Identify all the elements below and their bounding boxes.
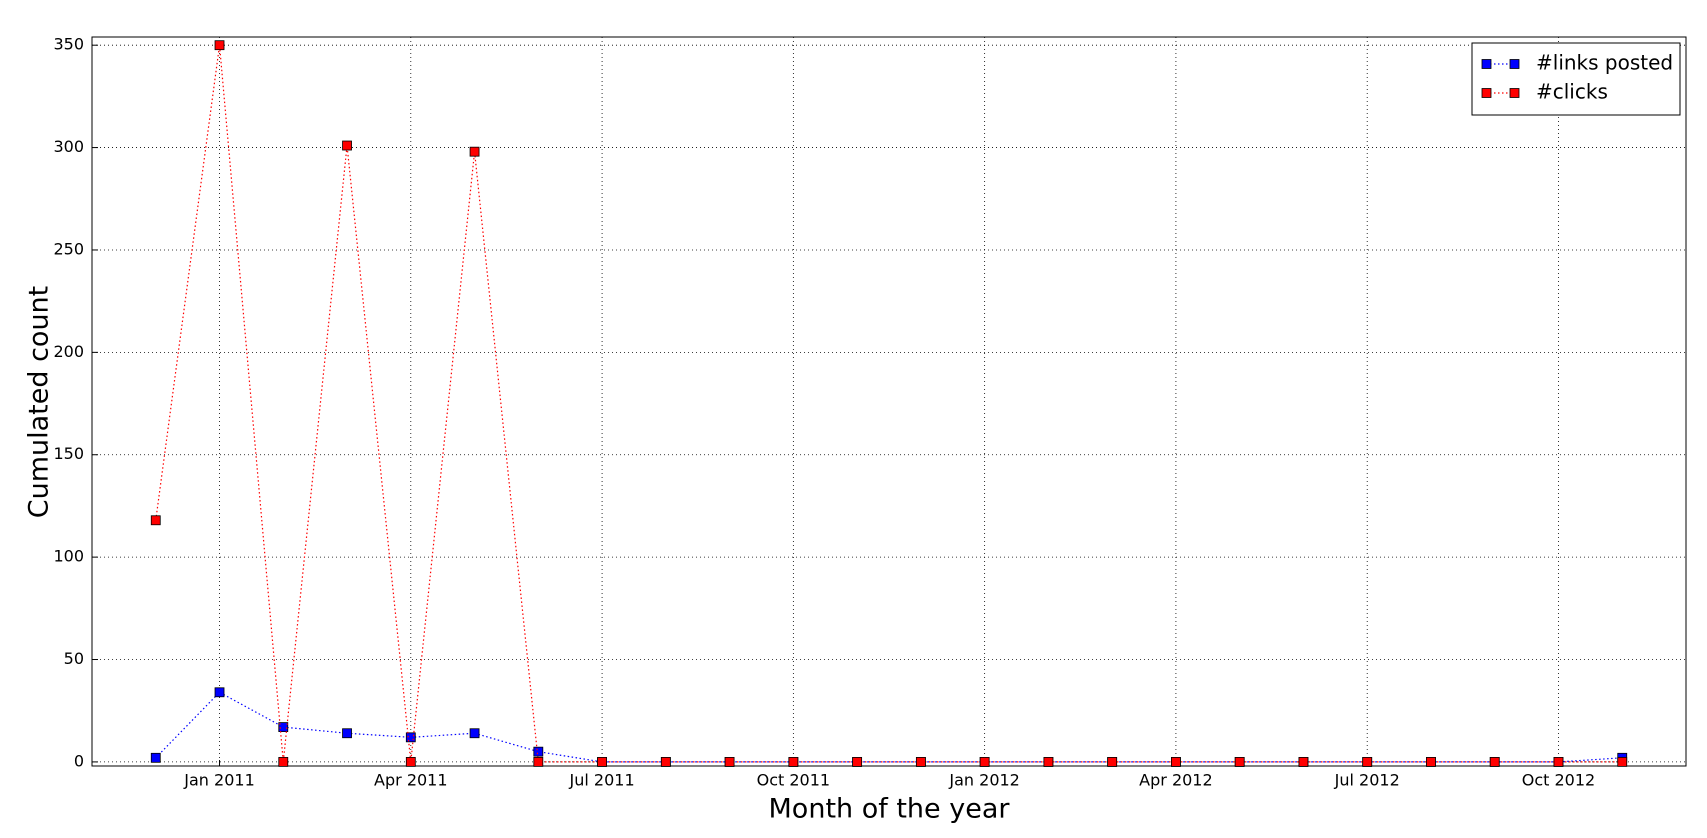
x-tick-label: Jul 2012 [1334,771,1400,790]
y-axis-label: Cumulated count [24,286,55,519]
y-tick-label: 0 [74,751,84,770]
y-tick-label: 250 [53,239,84,258]
marker [405,732,416,743]
marker [533,746,544,757]
marker [150,515,161,526]
marker [214,40,225,51]
marker [278,722,289,732]
marker [150,752,161,763]
x-axis-label: Month of the year [769,794,1011,825]
marker [533,757,544,767]
marker [405,757,416,767]
legend-marker [1509,88,1520,98]
x-tick-label: Apr 2012 [1139,771,1212,790]
y-tick-label: 150 [53,444,84,463]
x-tick-label: Jan 2012 [948,771,1019,790]
marker [724,757,735,767]
marker [214,687,225,698]
legend-frame [1471,42,1681,116]
x-tick-label: Oct 2011 [757,771,830,790]
marker [1362,757,1373,767]
marker [1171,757,1181,767]
legend-label: #clicks [1536,80,1608,104]
x-tick-label: Apr 2011 [374,771,447,790]
legend-marker [1509,59,1520,69]
marker [1617,757,1628,767]
marker [469,146,480,157]
marker [1043,757,1054,767]
legend-marker [1481,59,1492,69]
legend: #links posted #clicks [1471,42,1681,116]
marker [469,728,480,739]
plot-frame [91,36,1687,767]
marker [1489,757,1500,767]
legend-marker [1481,88,1492,98]
series-line [155,45,1623,763]
marker [342,140,352,151]
marker [278,757,289,767]
marker [1553,757,1564,767]
marker [915,757,926,767]
x-tick-label: Jul 2011 [569,771,635,790]
marker [1107,757,1118,767]
y-tick-label: 100 [53,547,84,566]
x-tick-label: Oct 2012 [1522,771,1595,790]
marker [788,757,799,767]
marker [342,728,352,739]
marker [1426,757,1436,767]
marker [660,757,671,767]
y-tick-label: 200 [53,342,84,361]
series-line [155,691,1623,763]
marker [1234,757,1245,767]
marker [852,757,863,767]
x-tick-label: Jan 2011 [183,771,254,790]
y-tick-label: 50 [64,649,84,668]
y-tick-label: 300 [53,137,84,156]
marker [979,757,990,767]
marker [597,757,607,767]
legend-label: #links posted [1536,51,1673,75]
y-tick-label: 350 [53,35,84,54]
marker [1298,757,1309,767]
